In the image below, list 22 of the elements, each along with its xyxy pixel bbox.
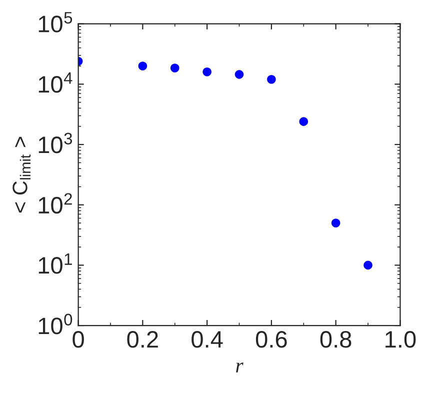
point (170, 64, 180, 72)
point (138, 62, 148, 70)
y-tick-label: 10$^{2}$ (38, 193, 72, 214)
y-tick-label: 10$^{4}$ (38, 72, 72, 93)
x-tick-label: 0.2 (127, 331, 158, 348)
x-axis-title: r (236, 362, 244, 372)
y-tick-label: 10$^{5}$ (38, 12, 72, 32)
y-tick-label: 10$^{1}$ (38, 253, 72, 274)
x-tick-label: 0.6 (256, 331, 287, 348)
y-axis-title: < C$_{limit}$ > (12, 136, 31, 213)
point (331, 218, 340, 228)
x-tick-label: 0.8 (320, 331, 352, 348)
point (299, 117, 308, 126)
x-tick-label: 0 (72, 331, 84, 348)
point (364, 260, 372, 270)
y-tick-label: 10$^{0}$ (38, 314, 72, 334)
point (202, 67, 212, 76)
point (267, 74, 276, 84)
x-tick-label: 1.0 (386, 331, 416, 348)
point (234, 70, 244, 79)
y-tick-label: 10$^{3}$ (38, 132, 72, 154)
x-tick-label: 0.4 (192, 331, 223, 348)
